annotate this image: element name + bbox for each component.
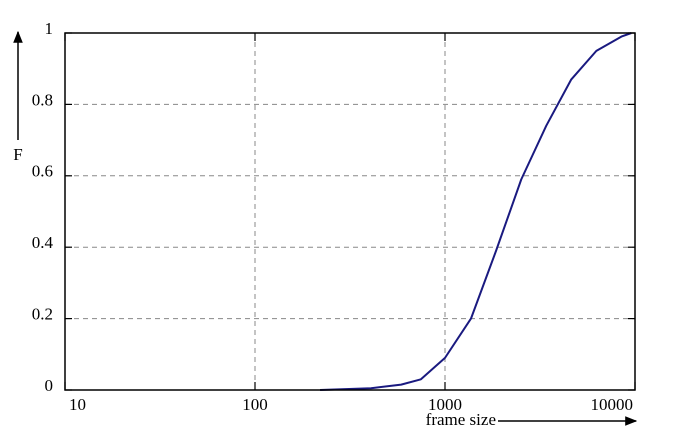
x-tick-label: 1000 bbox=[428, 395, 462, 414]
y-tick-label: 0.2 bbox=[32, 305, 53, 324]
x-tick-label: 100 bbox=[242, 395, 268, 414]
x-tick-label: 10000 bbox=[591, 395, 634, 414]
plot-area: 0 0.2 0.4 0.6 0.8 1 10 100 1000 10000 bbox=[32, 19, 636, 414]
y-tick-label: 0.8 bbox=[32, 90, 53, 109]
y-tick-label: 0 bbox=[45, 376, 54, 395]
x-axis-label: frame size bbox=[426, 410, 496, 429]
y-tick-label: 1 bbox=[45, 19, 54, 38]
x-tick-label: 10 bbox=[69, 395, 86, 414]
y-axis-label: F bbox=[13, 145, 22, 164]
plot-frame bbox=[64, 32, 636, 391]
y-tick-label: 0.6 bbox=[32, 162, 53, 181]
data-line bbox=[320, 32, 632, 391]
y-tick-label: 0.4 bbox=[32, 233, 54, 252]
